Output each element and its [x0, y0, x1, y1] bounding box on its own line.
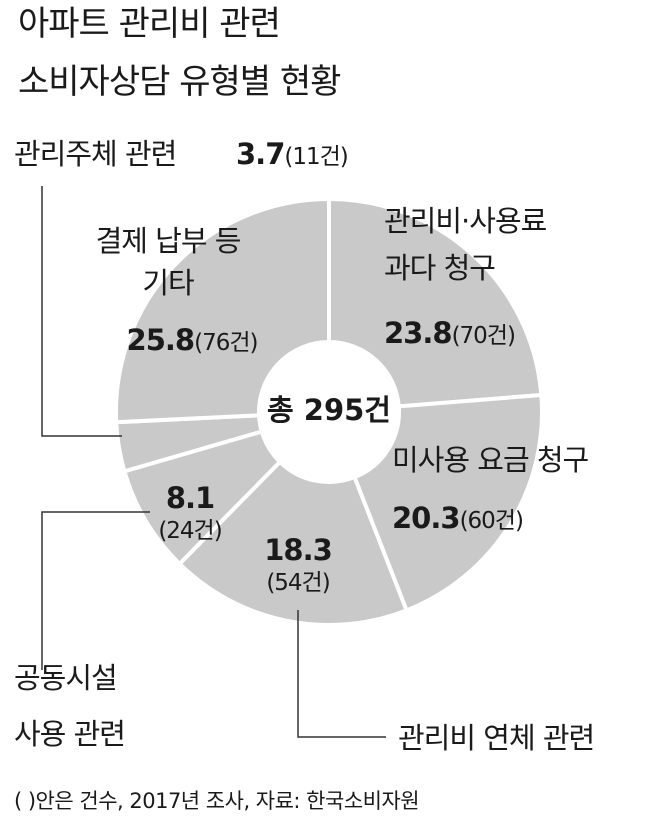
- leader-arrears: [297, 610, 386, 738]
- slice-label-management-entity: 관리주체 관련: [14, 137, 176, 171]
- slice-label-common-facility: 사용 관련: [14, 717, 125, 751]
- footnote: ( )안은 건수, 2017년 조사, 자료: 한국소비자원: [14, 789, 420, 813]
- slice-unused-fee: [351, 392, 544, 613]
- slice-label-unused-fee: 미사용 요금 청구: [392, 443, 589, 477]
- leader-management-entity: [41, 186, 122, 437]
- slice-value-unused-fee: 20.3(60건): [392, 501, 523, 535]
- slice-count-common-facility: (24건): [158, 518, 221, 544]
- slice-label-arrears: 관리비 연체 관련: [398, 721, 594, 755]
- slice-percent-overcharge: 23.8: [384, 316, 452, 350]
- slice-label-overcharge: 관리비·사용료: [384, 204, 547, 238]
- slice-value-other-payment: 25.8(76건): [127, 323, 258, 357]
- slice-label-other-payment: 기타: [142, 266, 194, 300]
- chart-title-line1: 아파트 관리비 관련: [18, 4, 281, 44]
- slice-count-overcharge: (70건): [452, 323, 515, 349]
- slice-percent-management-entity: 3.7: [236, 137, 284, 171]
- slice-arrears: [176, 459, 410, 627]
- slice-label-other-payment: 결제 납부 등: [96, 224, 241, 258]
- center-total-label: 총 295건: [267, 393, 391, 427]
- slice-overcharge: [327, 196, 544, 409]
- slice-percent-common-facility: 8.1: [166, 481, 214, 515]
- slice-label-overcharge: 과다 청구: [384, 251, 495, 285]
- slice-other-payment: [114, 196, 331, 425]
- slice-label-common-facility: 공동시설: [14, 661, 117, 695]
- slice-percent-unused-fee: 20.3: [392, 501, 460, 535]
- slice-count-other-payment: (76건): [194, 330, 257, 356]
- slice-count-unused-fee: (60건): [460, 508, 523, 534]
- slice-count-management-entity: (11건): [284, 144, 347, 170]
- chart-title-line2: 소비자상담 유형별 현황: [18, 62, 341, 102]
- slice-count-arrears: (54건): [266, 570, 329, 596]
- slice-value-overcharge: 23.8(70건): [384, 316, 515, 350]
- slice-value-management-entity: 3.7(11건): [236, 137, 348, 171]
- slice-percent-other-payment: 25.8: [127, 323, 195, 357]
- leader-common-facility: [41, 511, 150, 670]
- slice-percent-arrears: 18.3: [264, 533, 332, 567]
